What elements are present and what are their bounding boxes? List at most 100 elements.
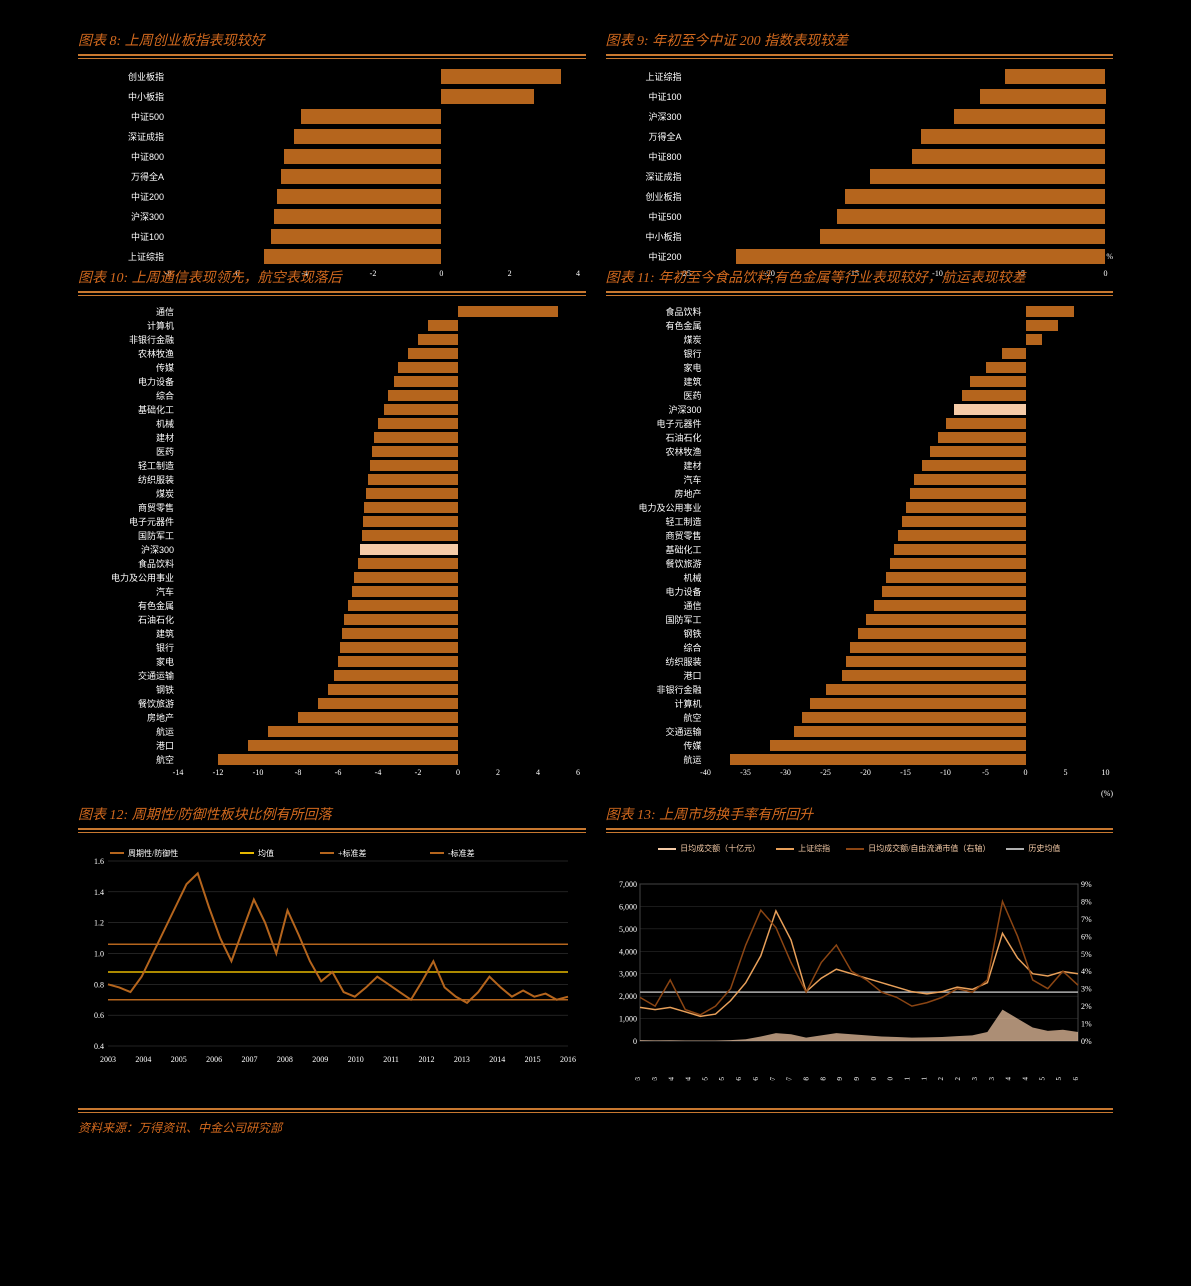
svg-text:2003: 2003 — [100, 1055, 116, 1064]
svg-text:0.8: 0.8 — [94, 980, 104, 989]
chart-12-svg: 周期性/防御性均值+标准差-标准差0.40.60.81.01.21.41.620… — [78, 843, 578, 1068]
hbar-label: 国防军工 — [78, 529, 178, 542]
table-row: 房地产 — [606, 488, 1114, 499]
table-row: 上证综指 — [78, 249, 586, 264]
table-row: 港口 — [606, 670, 1114, 681]
hbar-label: 上证综指 — [78, 250, 168, 263]
table-row: 深证成指 — [606, 169, 1114, 184]
hbar-label: 汽车 — [606, 473, 706, 486]
table-row: 传媒 — [78, 362, 586, 373]
svg-text:1.6: 1.6 — [94, 857, 104, 866]
hbar-label: 食品饮料 — [78, 557, 178, 570]
hbar-label: 中证200 — [606, 250, 686, 263]
table-row: 通信 — [78, 306, 586, 317]
table-row: 中证100 — [606, 89, 1114, 104]
hbar-label: 创业板指 — [78, 70, 168, 83]
svg-text:Jul-05: Jul-05 — [718, 1077, 726, 1082]
svg-text:Jul-15: Jul-15 — [1055, 1077, 1063, 1082]
svg-text:Jan-04: Jan-04 — [667, 1077, 675, 1081]
hbar-label: 餐饮旅游 — [78, 697, 178, 710]
hbar-label: 中小板指 — [606, 230, 686, 243]
hbar-label: 房地产 — [78, 711, 178, 724]
table-row: 基础化工 — [78, 404, 586, 415]
svg-text:均值: 均值 — [258, 848, 274, 858]
chart-10-body: 通信计算机非银行金融农林牧渔传媒电力设备综合基础化工机械建材医药轻工制造纺织服装… — [78, 306, 586, 786]
svg-text:1%: 1% — [1081, 1020, 1092, 1029]
hbar-label: 中证100 — [78, 230, 168, 243]
hbar-label: 国防军工 — [606, 613, 706, 626]
hbar-label: 基础化工 — [606, 543, 706, 556]
svg-text:Jul-10: Jul-10 — [886, 1077, 894, 1082]
table-row: 中证500 — [78, 109, 586, 124]
table-row: 中证200 — [78, 189, 586, 204]
table-row: 电力设备 — [78, 376, 586, 387]
table-row: 中证500 — [606, 209, 1114, 224]
chart-12-title: 图表 12: 周期性/防御性板块比例有所回落 — [78, 804, 586, 830]
chart-10-title: 图表 10: 上周通信表现领先，航空表现落后 — [78, 267, 586, 293]
hbar-label: 电力设备 — [78, 375, 178, 388]
hbar-label: 中证500 — [606, 210, 686, 223]
chart-13-body: 日均成交额（十亿元）上证综指日均成交额/自由流通市值（右轴）历史均值 0 1,000… — [606, 843, 1114, 1086]
hbar-label: 纺织服装 — [78, 473, 178, 486]
hbar-label: 中证100 — [606, 90, 686, 103]
hbar-label: 医药 — [606, 389, 706, 402]
source-text: 资料来源：万得资讯、中金公司研究部 — [78, 1119, 1113, 1136]
chart-8-title: 图表 8: 上周创业板指表现较好 — [78, 30, 586, 56]
svg-text:Jan-12: Jan-12 — [937, 1077, 945, 1081]
hbar-label: 电子元器件 — [78, 515, 178, 528]
svg-text:Jan-09: Jan-09 — [836, 1077, 844, 1081]
svg-text:7,000: 7,000 — [619, 880, 637, 889]
svg-text:4,000: 4,000 — [619, 947, 637, 956]
table-row: 航运 — [606, 754, 1114, 765]
table-row: 汽车 — [606, 474, 1114, 485]
hbar-label: 家电 — [606, 361, 706, 374]
svg-text:Jul-08: Jul-08 — [819, 1077, 827, 1082]
table-row: 有色金属 — [606, 320, 1114, 331]
hbar-label: 电力及公用事业 — [78, 571, 178, 584]
table-row: 电力设备 — [606, 586, 1114, 597]
chart-8-body: 创业板指中小板指中证500深证成指中证800万得全A中证200沪深300中证10… — [78, 69, 586, 249]
chart-13-legend: 日均成交额（十亿元）上证综指日均成交额/自由流通市值（右轴）历史均值 — [606, 843, 1114, 854]
hbar-label: 钢铁 — [606, 627, 706, 640]
svg-text:Jul-04: Jul-04 — [684, 1077, 692, 1082]
hbar-label: 航空 — [78, 753, 178, 766]
hbar-label: 传媒 — [78, 361, 178, 374]
hbar-label: 航运 — [78, 725, 178, 738]
table-row: 万得全A — [606, 129, 1114, 144]
table-row: 沪深300 — [78, 209, 586, 224]
svg-text:3%: 3% — [1081, 985, 1092, 994]
svg-text:1.0: 1.0 — [94, 950, 104, 959]
table-row: 万得全A — [78, 169, 586, 184]
hbar-label: 航运 — [606, 753, 706, 766]
svg-text:+标准差: +标准差 — [338, 848, 367, 858]
table-row: 非银行金融 — [78, 334, 586, 345]
svg-text:1,000: 1,000 — [619, 1015, 637, 1024]
svg-text:Jul-03: Jul-03 — [650, 1077, 658, 1082]
hbar-label: 电力设备 — [606, 585, 706, 598]
svg-text:0: 0 — [633, 1037, 637, 1046]
table-row: 煤炭 — [78, 488, 586, 499]
table-row: 轻工制造 — [78, 460, 586, 471]
table-row: 钢铁 — [606, 628, 1114, 639]
hbar-label: 交通运输 — [78, 669, 178, 682]
svg-text:2006: 2006 — [206, 1055, 222, 1064]
svg-text:2005: 2005 — [171, 1055, 187, 1064]
hbar-label: 沪深300 — [606, 110, 686, 123]
table-row: 航空 — [606, 712, 1114, 723]
svg-text:2013: 2013 — [454, 1055, 470, 1064]
svg-text:-标准差: -标准差 — [448, 848, 475, 858]
svg-text:2009: 2009 — [312, 1055, 328, 1064]
chart-9-body: 上证综指中证100沪深300万得全A中证800深证成指创业板指中证500中小板指… — [606, 69, 1114, 249]
svg-text:0.4: 0.4 — [94, 1042, 104, 1051]
hbar-label: 中小板指 — [78, 90, 168, 103]
hbar-label: 综合 — [606, 641, 706, 654]
table-row: 食品饮料 — [78, 558, 586, 569]
hbar-label: 机械 — [606, 571, 706, 584]
hbar-label: 港口 — [78, 739, 178, 752]
hbar-label: 基础化工 — [78, 403, 178, 416]
svg-text:Jan-16: Jan-16 — [1072, 1077, 1080, 1081]
svg-text:2011: 2011 — [383, 1055, 399, 1064]
hbar-label: 商贸零售 — [78, 501, 178, 514]
hbar-label: 有色金属 — [606, 319, 706, 332]
table-row: 中小板指 — [606, 229, 1114, 244]
